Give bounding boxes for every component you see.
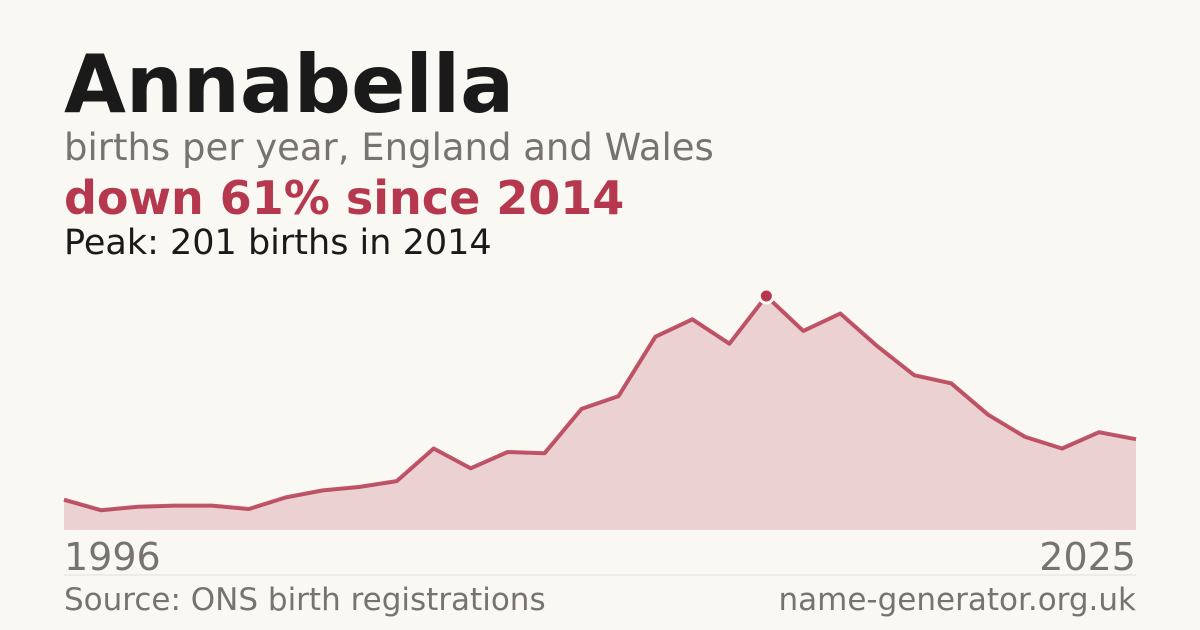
area [64, 296, 1136, 530]
source: Source: ONS birth registrations [64, 582, 546, 618]
headline: down 61% since 2014 [64, 171, 624, 225]
peak-note: Peak: 201 births in 2014 [64, 223, 492, 263]
plot [63, 287, 1137, 530]
site: name-generator.org.uk [779, 582, 1137, 618]
peak-marker [757, 287, 775, 305]
x-start-label: 1996 [64, 535, 161, 579]
subtitle: births per year, England and Wales [64, 126, 714, 169]
x-end-label: 2025 [1039, 535, 1136, 579]
title: Annabella [64, 38, 514, 131]
line [63, 294, 1137, 513]
